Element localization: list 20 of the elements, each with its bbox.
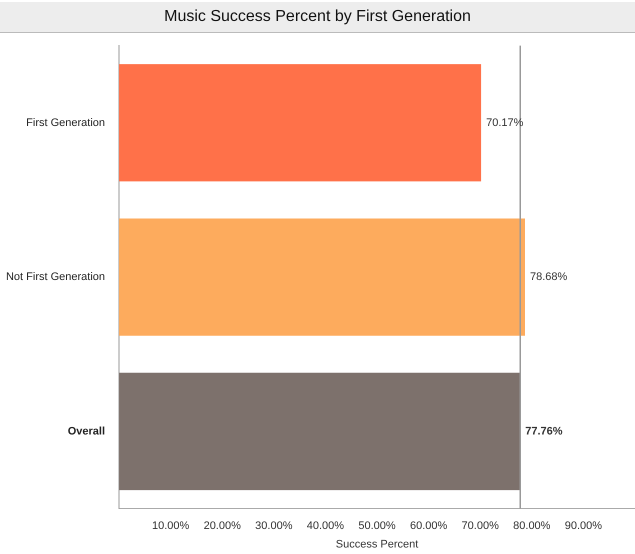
x-tick-label: 30.00% <box>255 520 293 532</box>
x-tick-label: 90.00% <box>564 520 602 532</box>
y-tick-label: Not First Generation <box>6 271 106 284</box>
bar <box>119 218 525 336</box>
data-label: 70.17% <box>486 116 524 129</box>
data-label: 77.76% <box>525 425 563 438</box>
x-tick-label: 50.00% <box>358 520 396 532</box>
bar <box>119 372 520 490</box>
x-tick-label: 20.00% <box>204 520 242 532</box>
data-label: 78.68% <box>530 271 568 284</box>
x-axis-title: Success Percent <box>336 538 418 550</box>
chart-title: Music Success Percent by First Generation <box>0 2 635 33</box>
x-tick-label: 80.00% <box>513 520 551 532</box>
y-tick-label: First Generation <box>26 116 106 129</box>
x-tick-label: 40.00% <box>306 520 344 532</box>
bar <box>119 64 482 182</box>
x-tick-label: 60.00% <box>410 520 448 532</box>
y-tick-label: Overall <box>68 425 106 438</box>
x-tick-label: 10.00% <box>152 520 190 532</box>
x-tick-label: 70.00% <box>462 520 500 532</box>
